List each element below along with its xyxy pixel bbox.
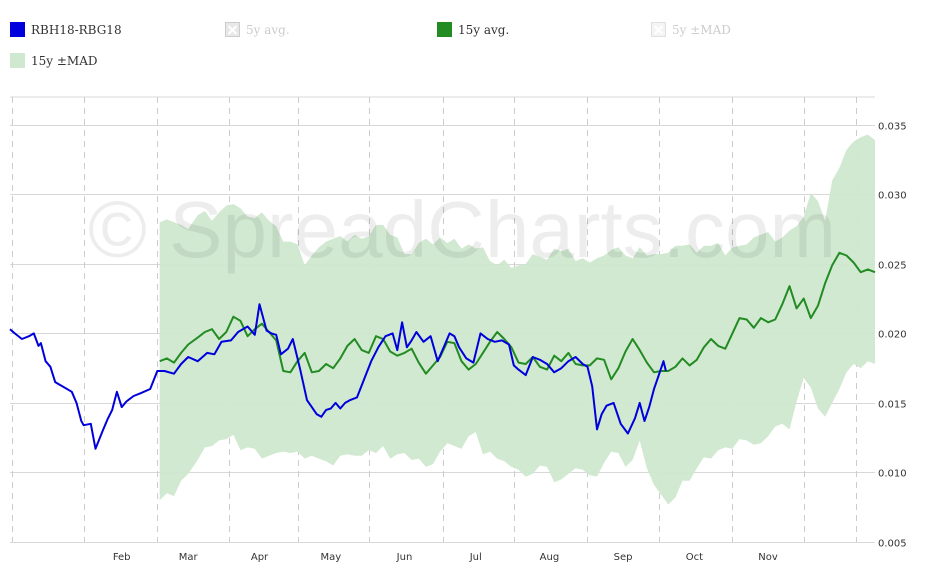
y-tick-label: 0.010 xyxy=(878,469,907,480)
legend-label-15y-avg: 15y avg. xyxy=(458,22,510,37)
y-tick-label: 0.015 xyxy=(878,400,907,411)
watermark-layer: © SpreadCharts.com xyxy=(88,185,836,274)
series-line-spread xyxy=(9,303,667,450)
x-tick-label: Nov xyxy=(758,552,778,563)
mad-band-15y xyxy=(159,134,875,505)
x-tick-label: Feb xyxy=(113,552,131,563)
legend-label-15y-mad: 15y ±MAD xyxy=(31,53,98,68)
legend-swatch-15y-avg xyxy=(437,22,452,37)
mad-band-layer xyxy=(159,134,875,505)
watermark: © SpreadCharts.com xyxy=(88,185,836,274)
series-line-15y-avg xyxy=(159,251,876,381)
legend-swatch-15y-mad xyxy=(10,53,25,68)
legend-item-15y-mad[interactable]: 15y ±MAD xyxy=(10,53,98,68)
x-tick-label: Jun xyxy=(396,552,413,563)
disabled-x-icon xyxy=(651,22,666,37)
legend-swatch-spread xyxy=(10,22,25,37)
x-tick-label: Sep xyxy=(614,552,633,563)
x-tick-label: May xyxy=(320,552,341,563)
x-tick-label: Apr xyxy=(251,552,269,563)
legend-label-5y-avg: 5y avg. xyxy=(246,22,290,37)
y-tick-label: 0.020 xyxy=(878,330,907,341)
y-tick-label: 0.035 xyxy=(878,122,907,133)
legend-label-5y-mad: 5y ±MAD xyxy=(672,22,731,37)
legend-item-15y-avg[interactable]: 15y avg. xyxy=(437,22,509,37)
legend-item-5y-mad[interactable]: 5y ±MAD xyxy=(651,22,731,37)
x-tick-label: Jul xyxy=(469,552,482,563)
disabled-x-icon xyxy=(225,22,240,37)
legend-label-spread: RBH18-RBG18 xyxy=(31,22,122,37)
y-tick-label: 0.025 xyxy=(878,261,907,272)
series-lines xyxy=(9,251,876,450)
y-tick-label: 0.005 xyxy=(878,539,907,550)
legend-item-spread[interactable]: RBH18-RBG18 xyxy=(10,22,122,37)
legend-item-5y-avg[interactable]: 5y avg. xyxy=(225,22,290,37)
x-tick-label: Aug xyxy=(540,552,560,563)
x-tick-label: Mar xyxy=(179,552,199,563)
axes: 0.005 0.010 0.015 0.020 0.025 0.030 0.035 Feb Ma… xyxy=(113,122,907,564)
y-tick-label: 0.030 xyxy=(878,191,907,202)
x-tick-label: Oct xyxy=(686,552,703,563)
